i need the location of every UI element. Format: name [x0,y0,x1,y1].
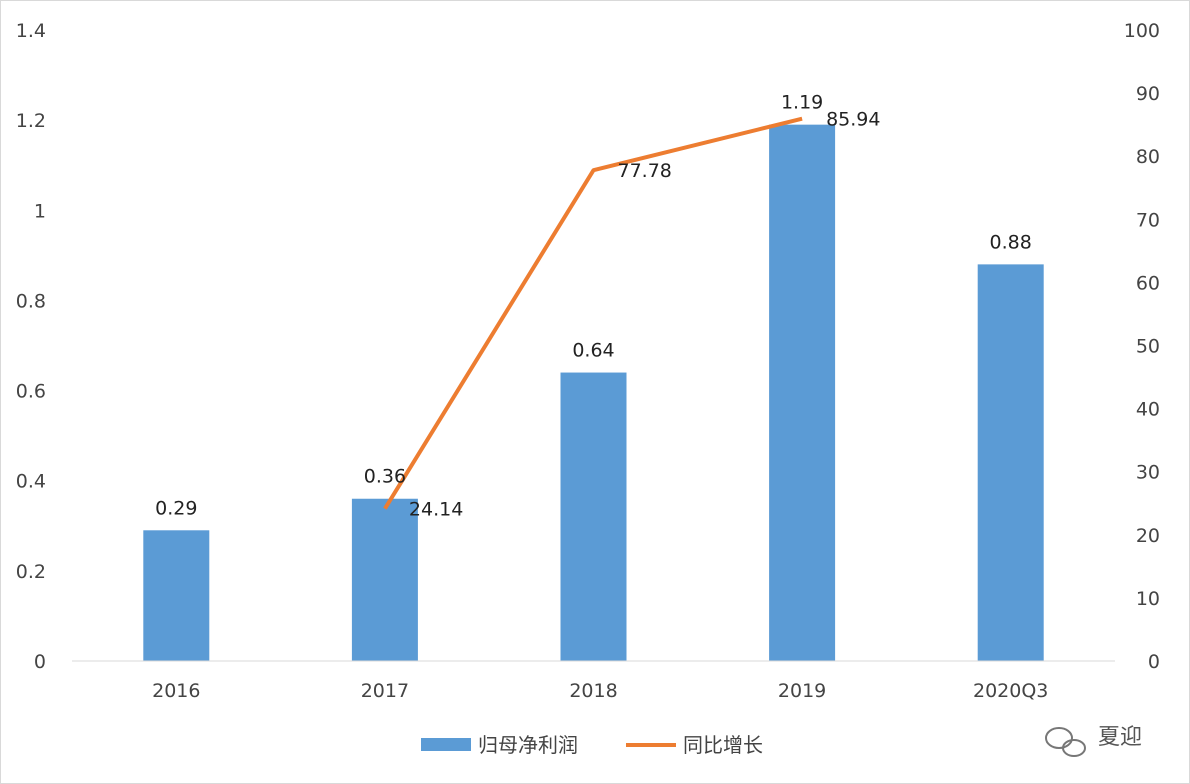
right-axis: 0 10 20 30 40 50 60 70 80 90 100 [1124,20,1160,673]
wechat-icon [1045,727,1086,757]
legend-bar-label: 归母净利润 [478,733,578,757]
right-tick-label: 40 [1136,399,1160,421]
left-tick-label: 0.6 [16,381,46,403]
right-tick-label: 70 [1136,209,1160,231]
line-value-label: 24.14 [409,499,463,521]
legend: 归母净利润 同比增长 [421,733,763,757]
right-tick-label: 60 [1136,272,1160,294]
bar [560,372,627,661]
right-tick-label: 50 [1136,336,1160,358]
bar-value-label: 0.64 [572,340,614,362]
bar-value-label: 0.36 [364,466,406,488]
right-tick-label: 30 [1136,462,1160,484]
left-tick-label: 1.4 [16,20,46,42]
line-series [383,116,803,510]
bar [143,530,210,661]
growth-line [383,116,803,510]
line-value-label: 85.94 [826,109,880,131]
left-tick-label: 1 [34,200,46,222]
right-tick-label: 90 [1136,83,1160,105]
x-tick-label: 2016 [152,680,200,702]
bar-data-labels: 0.29 0.36 0.64 1.19 0.88 [155,92,1032,520]
legend-line-label: 同比增长 [683,733,763,757]
left-tick-label: 0.4 [16,471,46,493]
x-tick-label: 2018 [569,680,617,702]
x-axis-labels: 2016 2017 2018 2019 2020Q3 [152,680,1048,702]
bar-value-label: 0.29 [155,497,197,519]
line-data-labels: 24.14 77.78 85.94 [409,109,881,521]
bar [769,124,836,661]
left-axis: 0 0.2 0.4 0.6 0.8 1 1.2 1.4 [16,20,46,673]
bar-value-label: 0.88 [990,231,1032,253]
right-tick-label: 80 [1136,146,1160,168]
left-tick-label: 0.8 [16,290,46,312]
right-tick-label: 100 [1124,20,1160,42]
bar [977,264,1044,661]
x-tick-label: 2019 [778,680,826,702]
left-tick-label: 0 [34,651,46,673]
right-tick-label: 0 [1148,651,1160,673]
x-tick-label: 2017 [361,680,409,702]
bar-series [143,124,1044,661]
bar [351,498,418,661]
line-value-label: 77.78 [618,160,672,182]
right-tick-label: 10 [1136,588,1160,610]
watermark: 夏迎 [1045,725,1142,757]
x-tick-label: 2020Q3 [973,680,1048,702]
right-tick-label: 20 [1136,525,1160,547]
left-tick-label: 1.2 [16,110,46,132]
left-tick-label: 0.2 [16,561,46,583]
bar-value-label: 1.19 [781,92,823,114]
legend-bar-swatch [421,738,471,751]
watermark-text: 夏迎 [1098,725,1142,750]
